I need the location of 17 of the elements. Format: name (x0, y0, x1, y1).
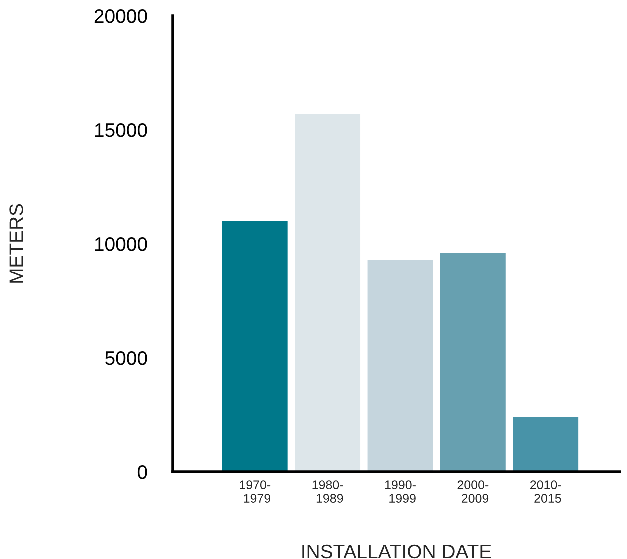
bar (222, 221, 288, 472)
y-tick-label: 10000 (95, 237, 148, 252)
y-tick-label: 0 (138, 465, 148, 480)
y-tick-label: 5000 (106, 351, 148, 366)
bar (295, 114, 361, 472)
x-tick-label: 2000- 2009 (458, 480, 489, 503)
y-tick-label: 20000 (94, 9, 148, 24)
x-tick-label: 1990- 1999 (385, 480, 416, 503)
y-axis-title: METERS (10, 204, 24, 283)
x-tick-label: 1970- 1979 (240, 480, 271, 503)
bar (368, 260, 434, 472)
y-tick-label: 15000 (95, 123, 148, 138)
x-tick-label: 2010- 2015 (530, 480, 562, 503)
bar (513, 417, 579, 472)
x-axis-title: INSTALLATION DATE (302, 544, 492, 559)
bar (440, 253, 506, 472)
x-tick-label: 1980- 1989 (312, 480, 344, 503)
